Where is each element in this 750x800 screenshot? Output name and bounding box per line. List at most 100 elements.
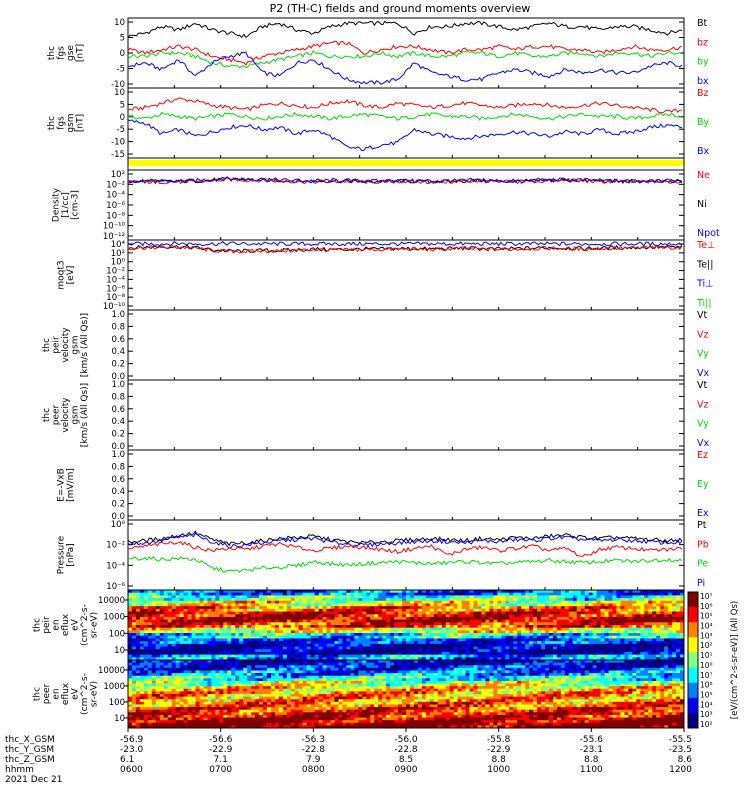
spectrogram-cell xyxy=(243,683,248,687)
spectrogram-cell xyxy=(155,651,161,656)
spectrogram-cell xyxy=(128,625,133,629)
spectrogram-cell xyxy=(278,657,284,661)
spectrogram-cell xyxy=(294,638,300,642)
y-tick-label: 5 xyxy=(120,100,125,110)
spectrogram-cell xyxy=(167,673,173,677)
spectrogram-cell xyxy=(167,606,173,610)
spectrogram-cell xyxy=(588,595,594,599)
spectrogram-cell xyxy=(358,641,363,645)
spectrogram-cell xyxy=(239,691,244,695)
spectrogram-cell xyxy=(648,603,653,607)
spectrogram-cell xyxy=(402,619,407,623)
spectrogram-cell xyxy=(143,657,149,661)
spectrogram-cell xyxy=(139,665,145,669)
spectrogram-cell xyxy=(560,622,566,626)
spectrogram-cell xyxy=(179,694,185,698)
spectrogram-cell xyxy=(338,622,343,626)
legend-bz: bz xyxy=(697,37,708,48)
spectrogram-cell xyxy=(179,635,185,639)
spectrogram-cell xyxy=(255,600,260,604)
spectrogram-cell xyxy=(552,630,558,634)
spectrogram-cell xyxy=(592,608,598,613)
spectrogram-cell xyxy=(493,603,498,607)
spectrogram-cell xyxy=(457,627,463,631)
spectrogram-cell xyxy=(155,625,161,629)
spectrogram-cell xyxy=(191,614,197,618)
spectrogram-cell xyxy=(219,707,224,711)
spectrogram-cell xyxy=(660,633,665,637)
spectrogram-cell xyxy=(513,616,518,621)
spectrogram-cell xyxy=(278,714,284,719)
spectrogram-cell xyxy=(592,600,598,604)
spectrogram-cell xyxy=(215,611,220,615)
spectrogram-cell xyxy=(203,622,208,626)
spectrogram-cell xyxy=(128,592,133,596)
spectrogram-cell xyxy=(147,722,153,726)
spectrogram-cell xyxy=(584,619,590,623)
spectrogram-cell xyxy=(624,641,629,645)
spectrogram-cell xyxy=(509,627,514,631)
spectrogram-cell xyxy=(433,600,439,604)
spectrogram-cell xyxy=(302,643,308,648)
spectrogram-cell xyxy=(155,611,161,615)
spectrogram-cell xyxy=(497,622,502,626)
spectrogram-cell xyxy=(183,709,189,713)
spectrogram-cell xyxy=(477,654,482,658)
spectrogram-cell xyxy=(664,654,669,658)
spectrogram-cell xyxy=(195,707,200,711)
spectrogram-cell xyxy=(318,600,324,604)
spectrogram-cell xyxy=(374,595,379,599)
spectrogram-cell xyxy=(457,590,463,594)
spectrogram-cell xyxy=(656,630,661,634)
spectrogram-cell xyxy=(453,625,459,629)
spectrogram-cell xyxy=(147,667,153,671)
spectrogram-cell xyxy=(139,662,145,666)
spectrogram-cell xyxy=(302,608,308,613)
spectrogram-cell xyxy=(199,704,204,708)
spectrogram-cell xyxy=(473,619,478,623)
spectrogram-cell xyxy=(441,622,447,626)
spectrogram-cell xyxy=(545,590,550,594)
spectrogram-cell xyxy=(390,616,395,621)
spectrogram-cell xyxy=(370,635,375,639)
spectrogram-cell xyxy=(139,691,145,695)
spectrogram-cell xyxy=(167,611,173,615)
spectrogram-cell xyxy=(608,595,614,599)
spectrogram-cell xyxy=(398,649,403,653)
spectrogram-cell xyxy=(326,641,332,645)
y-tick-label: -15 xyxy=(111,150,125,160)
spectrogram-cell xyxy=(640,614,645,618)
spectrogram-cell xyxy=(215,673,220,677)
spectrogram-cell xyxy=(155,694,161,698)
spectrogram-cell xyxy=(171,678,177,682)
spectrogram-cell xyxy=(151,638,157,642)
spectrogram-cell xyxy=(628,616,633,621)
spectrogram-cell xyxy=(207,670,212,674)
spectrogram-cell xyxy=(473,614,478,618)
spectrogram-cell xyxy=(239,675,244,679)
spectrogram-cell xyxy=(413,646,419,650)
spectrogram-cell xyxy=(497,627,502,631)
spectrogram-cell xyxy=(175,635,181,639)
spectrogram-cell xyxy=(394,654,399,658)
spectrogram-cell xyxy=(171,598,177,602)
spectrogram-cell xyxy=(580,643,586,648)
spectrogram-cell xyxy=(286,606,292,610)
spectrogram-cell xyxy=(564,630,570,634)
spectrogram-cell xyxy=(207,701,212,705)
spectrogram-cell xyxy=(668,616,673,621)
spectrogram-cell xyxy=(604,600,610,604)
spectrogram-cell xyxy=(203,717,208,721)
spectrogram-cell xyxy=(334,614,339,618)
spectrogram-cell xyxy=(219,670,224,674)
spectrogram-cell xyxy=(263,651,268,656)
spectrogram-cell xyxy=(382,654,387,658)
spectrogram-cell xyxy=(167,622,173,626)
spectrogram-cell xyxy=(334,595,339,599)
spectrogram-cell xyxy=(545,600,550,604)
spectrogram-cell xyxy=(306,608,312,613)
spectrogram-cell xyxy=(143,720,149,724)
spectrogram-cell xyxy=(342,649,347,653)
spectrogram-cell xyxy=(556,614,562,618)
